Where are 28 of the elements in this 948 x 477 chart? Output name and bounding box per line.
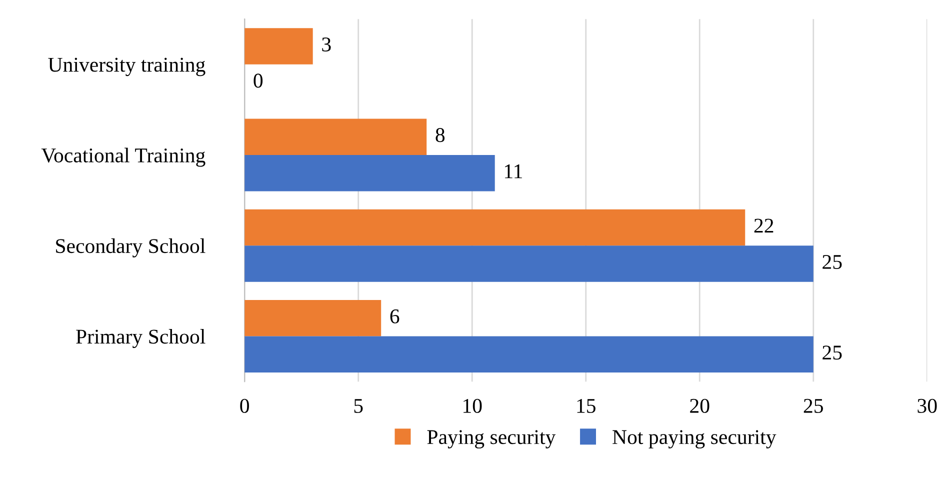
data-label: 3 [322,37,331,52]
y-tick-label: Primary School [76,329,206,348]
data-label: 0 [254,74,263,88]
data-label: 8 [436,128,445,142]
x-tick-label: 30 [918,398,937,413]
data-label: 11 [505,164,522,178]
data-label: 25 [822,254,842,269]
bar [244,336,814,373]
bar [244,209,746,246]
x-tick-label: 15 [577,398,596,413]
y-tick-label: Vocational Training [41,148,206,167]
x-tick-label: 5 [354,399,363,413]
y-tick-label: Secondary School [56,238,206,258]
x-tick-label: 0 [240,398,249,413]
data-label: 25 [822,346,842,360]
x-tick-label: 20 [690,398,710,413]
x-tick-label: 25 [804,398,823,413]
y-tick-label: University training [48,58,206,76]
bar [244,28,313,64]
data-label: 6 [390,309,400,324]
bar [244,118,427,156]
bar [244,155,495,192]
legend-label: Not paying security [612,430,776,448]
x-tick-label: 10 [464,398,482,413]
bar [244,300,382,336]
legend-label: Paying security [427,430,556,448]
bar [244,246,814,282]
data-label: 22 [754,218,774,233]
